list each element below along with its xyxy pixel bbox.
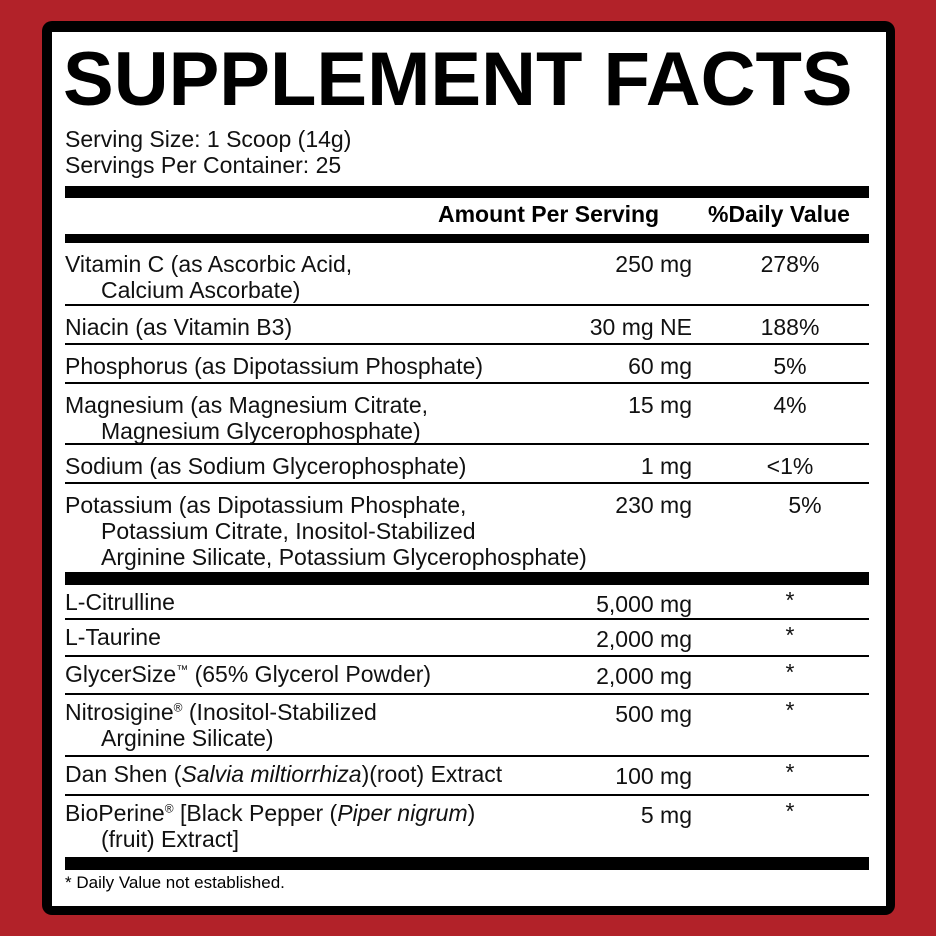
amount: 2,000 mg [596,626,692,652]
daily-value: * [785,587,795,613]
item-name: Niacin (as Vitamin B3) [65,314,292,340]
label-text: ™ [176,662,189,677]
nutrient-name-cont: Calcium Ascorbate) [101,277,301,303]
item-name: BioPerine® [Black Pepper (Piper nigrum)(… [65,800,475,852]
amount: 500 mg [615,701,692,727]
serving-size: Serving Size: 1 Scoop (14g) [65,126,352,152]
nutrient-row: Niacin (as Vitamin B3) 30 mg NE 188% [65,306,869,345]
item-name: L-Citrulline [65,589,175,615]
item-name: Dan Shen (Salvia miltiorrhiza)(root) Ext… [65,761,502,787]
item-name: L-Taurine [65,624,161,650]
label-text: Salvia miltiorrhiza [181,761,362,787]
daily-value: * [785,697,795,723]
nutrient-name: Phosphorus (as Dipotassium Phosphate) [65,353,484,379]
daily-value: 5% [773,353,807,379]
amount-header: Amount Per Serving [438,201,660,227]
amount: 100 mg [615,763,692,789]
nutrient-name: Niacin (as Vitamin B3) [65,314,293,340]
daily-value: * [785,659,795,685]
nutrient-name-cont: Arginine Silicate, Potassium Glycerophos… [101,544,587,570]
dv-header: %Daily Value [708,201,850,227]
daily-value: 5% [788,492,822,518]
ingredient-name: L-Citrulline [65,589,175,615]
label-text: Dan Shen ( [65,761,182,787]
amount: 250 mg [615,251,692,277]
servings-per-container: Servings Per Container: 25 [65,152,342,178]
ingredient-name: GlycerSize™ (65% Glycerol Powder) [65,661,431,687]
daily-value: * [785,798,795,824]
daily-value: * [785,622,795,648]
label-text: Nitrosigine [65,699,174,725]
item-name: Sodium (as Sodium Glycerophosphate) [65,453,466,479]
nutrient-name: Sodium (as Sodium Glycerophosphate) [65,453,467,479]
daily-value: 188% [760,314,820,340]
ingredient-row: Nitrosigine® (Inositol-Stabilized Arginin… [65,695,869,757]
amount: 15 mg [628,392,692,418]
ingredient-row: L-Citrulline 5,000 mg * [65,585,869,620]
ingredient-name: Nitrosigine® (Inositol-Stabilized [65,699,377,725]
thick-divider [65,857,869,870]
label-text: )(root) Extract [361,761,503,787]
nutrient-name: Magnesium (as Magnesium Citrate, [65,392,429,418]
label-text: (65% Glycerol Powder) [188,661,432,687]
item-name: Potassium (as Dipotassium Phosphate, Pota… [65,492,587,570]
ingredient-row: Dan Shen (Salvia miltiorrhiza)(root) Ext… [65,757,869,796]
nutrient-row: Sodium (as Sodium Glycerophosphate) 1 mg… [65,445,869,484]
ingredient-row: GlycerSize™ (65% Glycerol Powder) 2,000 … [65,657,869,695]
label-text: ) [467,800,476,826]
ingredient-name: L-Taurine [65,624,161,650]
thick-divider [65,186,869,198]
nutrient-name-cont: Magnesium Glycerophosphate) [101,418,421,444]
label-text: ® [164,801,174,816]
item-name: Magnesium (as Magnesium Citrate, Magnesiu… [65,392,428,444]
item-name: Vitamin C (as Ascorbic Acid, Calcium Asco… [65,251,352,303]
label-text: Piper nigrum [337,800,468,826]
amount: 1 mg [640,453,692,479]
footnote: * Daily Value not established. [65,873,285,892]
nutrient-name-cont: Potassium Citrate, Inositol-Stabilized [101,518,476,544]
item-name: Nitrosigine® (Inositol-Stabilized Arginin… [65,699,377,751]
amount: 2,000 mg [596,663,692,689]
ingredient-row: L-Taurine 2,000 mg * [65,620,869,657]
amount: 5 mg [640,802,692,828]
item-name: Phosphorus (as Dipotassium Phosphate) [65,353,483,379]
thick-divider [65,572,869,585]
thick-divider [65,234,869,243]
nutrient-name: Vitamin C (as Ascorbic Acid, [65,251,353,277]
label-text: ® [173,700,183,715]
nutrient-row: Vitamin C (as Ascorbic Acid, Calcium Asco… [65,243,869,306]
amount: 5,000 mg [596,591,692,617]
nutrient-row: Magnesium (as Magnesium Citrate, Magnesiu… [65,384,869,445]
label-title: SUPPLEMENT FACTS [63,37,853,122]
daily-value: <1% [766,453,814,479]
nutrient-name: Potassium (as Dipotassium Phosphate, [65,492,467,518]
nutrient-row: Potassium (as Dipotassium Phosphate, Pota… [65,484,869,572]
ingredient-name: Dan Shen (Salvia miltiorrhiza)(root) Ext… [65,761,502,787]
ingredient-row: BioPerine® [Black Pepper (Piper nigrum)(… [65,796,869,857]
amount: 230 mg [615,492,692,518]
item-name: GlycerSize™ (65% Glycerol Powder) [65,661,431,687]
label-panel [52,32,886,906]
ingredient-name-cont: Arginine Silicate) [101,725,274,751]
label-text: [Black Pepper ( [173,800,338,826]
daily-value: 4% [773,392,807,418]
ingredient-name: BioPerine® [Black Pepper (Piper nigrum) [65,800,475,826]
label-text: BioPerine [65,800,165,826]
daily-value: 278% [760,251,820,277]
label-text: (Inositol-Stabilized [182,699,377,725]
daily-value: * [785,759,795,785]
nutrient-row: Phosphorus (as Dipotassium Phosphate) 60… [65,345,869,384]
amount: 60 mg [628,353,692,379]
amount: 30 mg NE [589,314,692,340]
label-text: GlycerSize [65,661,177,687]
ingredient-name-cont: (fruit) Extract] [101,826,240,852]
